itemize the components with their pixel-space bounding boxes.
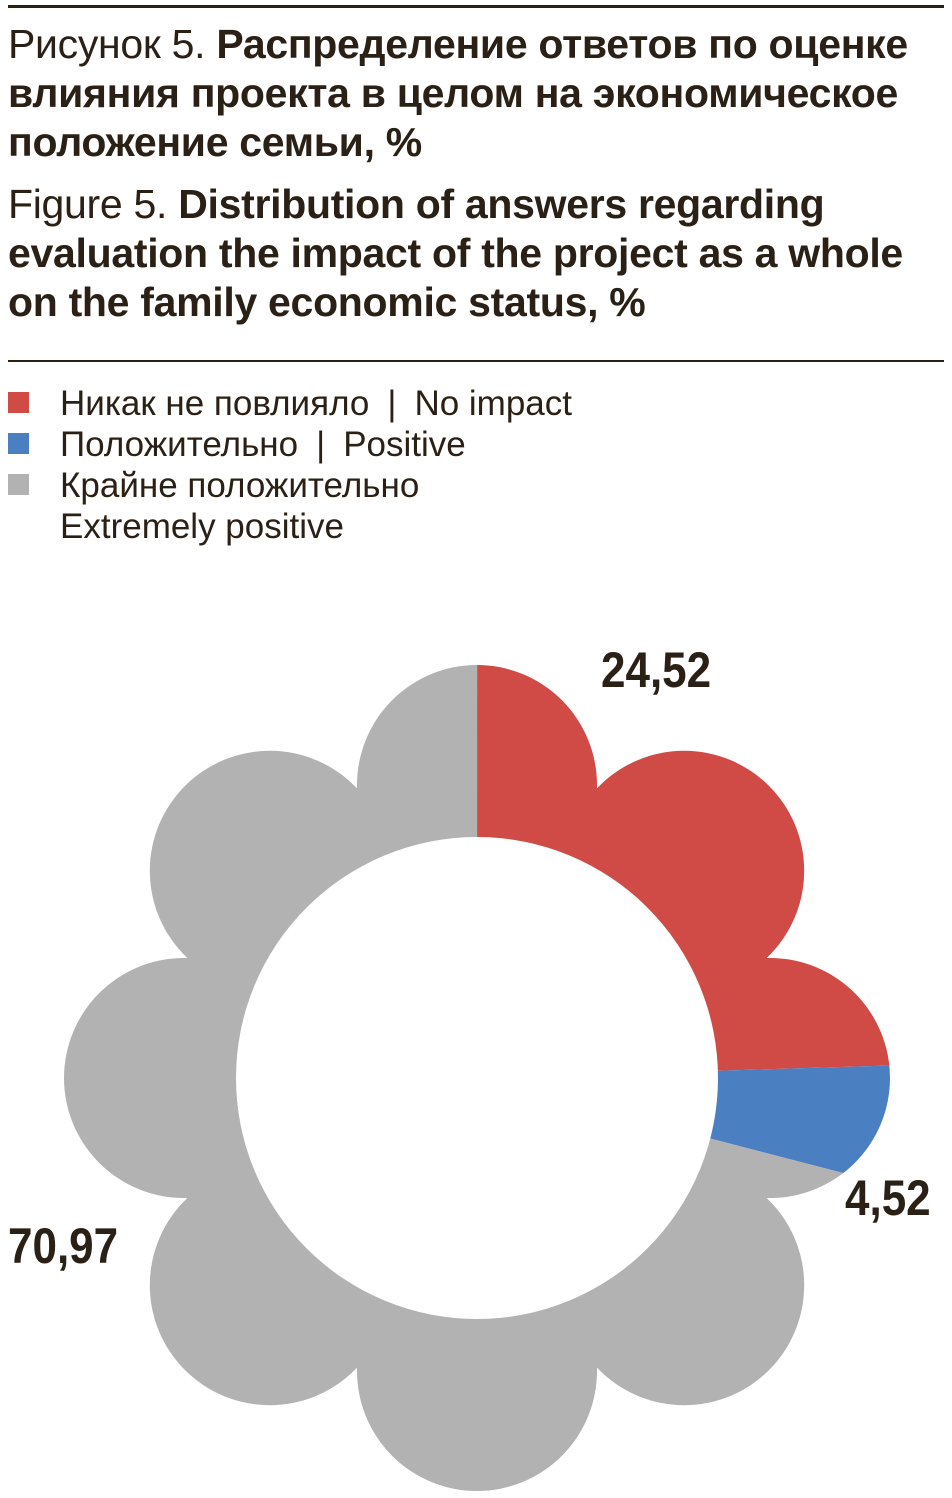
legend-label-ru: Никак не повлияло xyxy=(60,384,370,423)
chart-legend: Никак не повлияло | No impact Положительно… xyxy=(8,383,572,547)
donut-hole xyxy=(236,837,718,1319)
title-ru-line-3: положение семьи, % xyxy=(8,119,422,165)
legend-label-ru: Положительно xyxy=(60,425,299,464)
legend-label-en: No impact xyxy=(414,384,572,423)
legend-label-no-impact: Никак не повлияло | No impact xyxy=(60,383,572,424)
title-en-line-2: evaluation the impact of the project as … xyxy=(8,230,903,276)
figure-number-ru: Рисунок 5. xyxy=(8,21,217,67)
divider-rule xyxy=(8,360,944,362)
legend-item-positive: Положительно | Positive xyxy=(8,424,572,465)
legend-label-en: Extremely positive xyxy=(60,507,344,546)
figure-title-ru: Рисунок 5. Распределение ответов по оцен… xyxy=(8,20,908,167)
legend-separator: | xyxy=(316,425,326,464)
title-en-line-3: on the family economic status, % xyxy=(8,279,646,325)
legend-label-ru: Крайне положительно xyxy=(60,466,420,505)
title-en-line-1-bold: Distribution of answers regarding xyxy=(178,181,825,227)
title-ru-line-1: Рисунок 5. Распределение ответов по оцен… xyxy=(8,20,908,69)
legend-label-en: Positive xyxy=(343,425,466,464)
legend-label-positive: Положительно | Positive xyxy=(60,424,466,465)
legend-swatch-extremely-positive xyxy=(8,474,29,495)
legend-swatch-no-impact xyxy=(8,392,29,413)
top-rule xyxy=(8,5,944,8)
title-ru-line-2: влияния проекта в целом на экономическое xyxy=(8,70,899,116)
figure-number-en: Figure 5. xyxy=(8,181,179,227)
legend-label-extremely-positive: Крайне положительно Extremely positive xyxy=(60,465,419,547)
title-en-line-1: Figure 5. Distribution of answers regard… xyxy=(8,180,903,229)
slice-label-positive: 4,52 xyxy=(845,1170,931,1226)
figure-title-en: Figure 5. Distribution of answers regard… xyxy=(8,180,903,327)
slice-label-extremely-positive: 70,97 xyxy=(8,1218,119,1274)
title-ru-line-1-bold: Распределение ответов по оценке xyxy=(216,21,908,67)
legend-separator: | xyxy=(387,384,397,423)
slice-label-no-impact: 24,52 xyxy=(601,642,712,698)
legend-swatch-positive xyxy=(8,433,29,454)
legend-item-extremely-positive: Крайне положительно Extremely positive xyxy=(8,465,572,547)
legend-item-no-impact: Никак не повлияло | No impact xyxy=(8,383,572,424)
